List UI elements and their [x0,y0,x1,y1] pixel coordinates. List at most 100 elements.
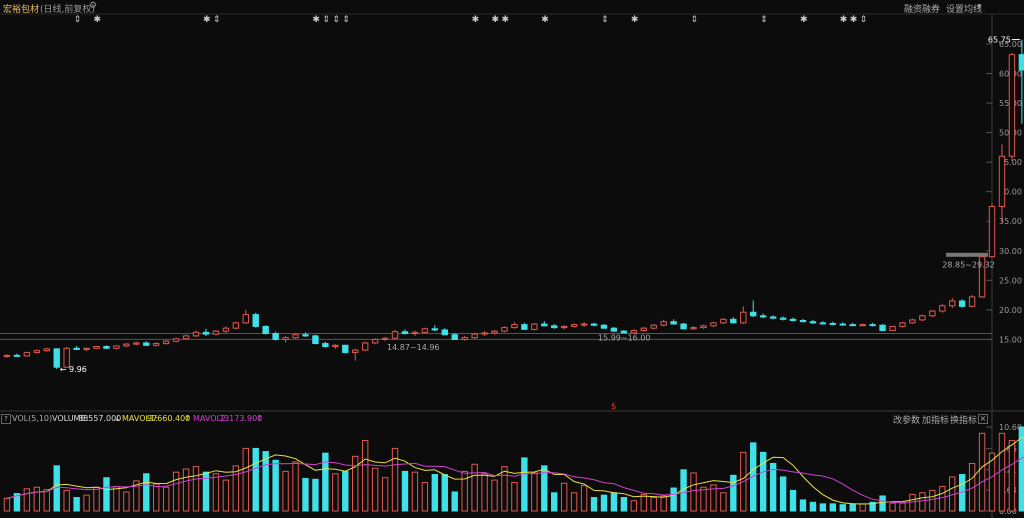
volume-bar[interactable] [879,495,886,512]
volume-bar[interactable] [143,473,150,512]
volume-bar[interactable] [272,459,279,512]
candle[interactable] [441,329,448,336]
volume-bar[interactable] [282,470,289,512]
volume-bar[interactable] [13,493,21,512]
candle[interactable] [172,338,180,342]
candle[interactable] [103,346,110,349]
candle[interactable] [332,344,339,348]
candle[interactable] [670,321,677,325]
candle[interactable] [978,256,986,298]
candle[interactable] [690,327,697,330]
candle[interactable] [421,328,429,333]
volume-bar[interactable] [441,474,448,512]
volume-bar[interactable] [511,481,518,512]
candle[interactable] [570,324,578,327]
candle[interactable] [759,315,767,318]
volume-bar[interactable] [889,502,896,512]
volume-bar[interactable] [93,486,100,512]
candle[interactable] [461,337,468,340]
candle[interactable] [431,328,439,331]
candle[interactable] [521,324,528,330]
candle[interactable] [491,330,498,334]
candle[interactable] [750,311,757,317]
candle[interactable] [551,325,558,329]
candle[interactable] [3,354,11,358]
volume-bar[interactable] [998,432,1006,512]
candle[interactable] [919,315,926,321]
candle[interactable] [13,354,21,357]
volume-bar[interactable] [481,473,488,512]
candle[interactable] [1008,54,1016,157]
volume-bar[interactable] [113,485,120,512]
candle[interactable] [511,324,518,329]
volume-bar[interactable] [431,474,439,512]
candle[interactable] [481,332,488,335]
volume-bar[interactable] [322,452,329,512]
change-params-button[interactable]: 改参数 [893,416,921,426]
volume-bar[interactable] [769,462,777,512]
volume-bar[interactable] [501,466,508,512]
volume-bar[interactable] [262,451,269,512]
candle[interactable] [133,342,140,345]
volume-bar[interactable] [172,471,180,512]
candle[interactable] [252,314,259,327]
volume-bar[interactable] [580,485,588,512]
candle[interactable] [680,323,687,330]
volume-bar[interactable] [839,504,846,512]
volume-bar[interactable] [133,480,140,512]
candle[interactable] [43,348,50,352]
candle[interactable] [660,321,667,326]
volume-bar[interactable] [381,477,389,512]
candle[interactable] [33,350,41,353]
gear-icon[interactable]: ⚙ [89,1,98,11]
volume-bar[interactable] [252,447,259,512]
candle[interactable] [610,327,618,332]
volume-bar[interactable] [1008,439,1016,512]
volume-bar[interactable] [620,497,628,512]
candle[interactable] [192,331,200,337]
candle[interactable] [411,331,419,335]
candle[interactable] [949,300,956,307]
candle[interactable] [541,323,548,327]
volume-bar[interactable] [869,501,876,512]
candle[interactable] [869,324,876,327]
volume-bar[interactable] [988,452,996,512]
volume-bar[interactable] [123,491,130,512]
volume-bar[interactable] [212,473,220,512]
help-icon[interactable]: ? [1,414,11,424]
candle[interactable] [93,346,100,349]
volume-bar[interactable] [939,485,946,512]
volume-bar[interactable] [3,497,11,512]
candle[interactable] [720,318,727,324]
candle[interactable] [590,323,598,326]
candle[interactable] [292,334,299,339]
volume-bar[interactable] [551,492,558,512]
volume-bar[interactable] [819,503,827,512]
candle[interactable] [700,325,707,329]
volume-bar[interactable] [849,503,856,512]
volume-bar[interactable] [162,486,170,512]
candle[interactable] [899,322,906,327]
stock-name[interactable]: 宏裕包材 [3,5,40,15]
volume-bar[interactable] [809,501,817,512]
volume-bar[interactable] [222,479,230,512]
volume-bar[interactable] [391,447,399,512]
candle[interactable] [63,347,70,368]
volume-bar[interactable] [451,491,458,512]
candle[interactable] [73,347,80,350]
volume-bar[interactable] [720,492,727,512]
candle[interactable] [939,305,946,312]
candle[interactable] [391,331,399,339]
volume-bar[interactable] [371,467,379,512]
candle[interactable] [202,331,210,335]
volume-bar[interactable] [899,502,906,512]
candle[interactable] [640,327,647,332]
volume-bar[interactable] [153,483,160,512]
volume-bar[interactable] [1018,426,1024,512]
volume-bar[interactable] [630,500,638,512]
volume-bar[interactable] [570,492,578,512]
candle[interactable] [998,155,1006,207]
volume-bar[interactable] [421,481,429,512]
candle[interactable] [799,320,807,323]
